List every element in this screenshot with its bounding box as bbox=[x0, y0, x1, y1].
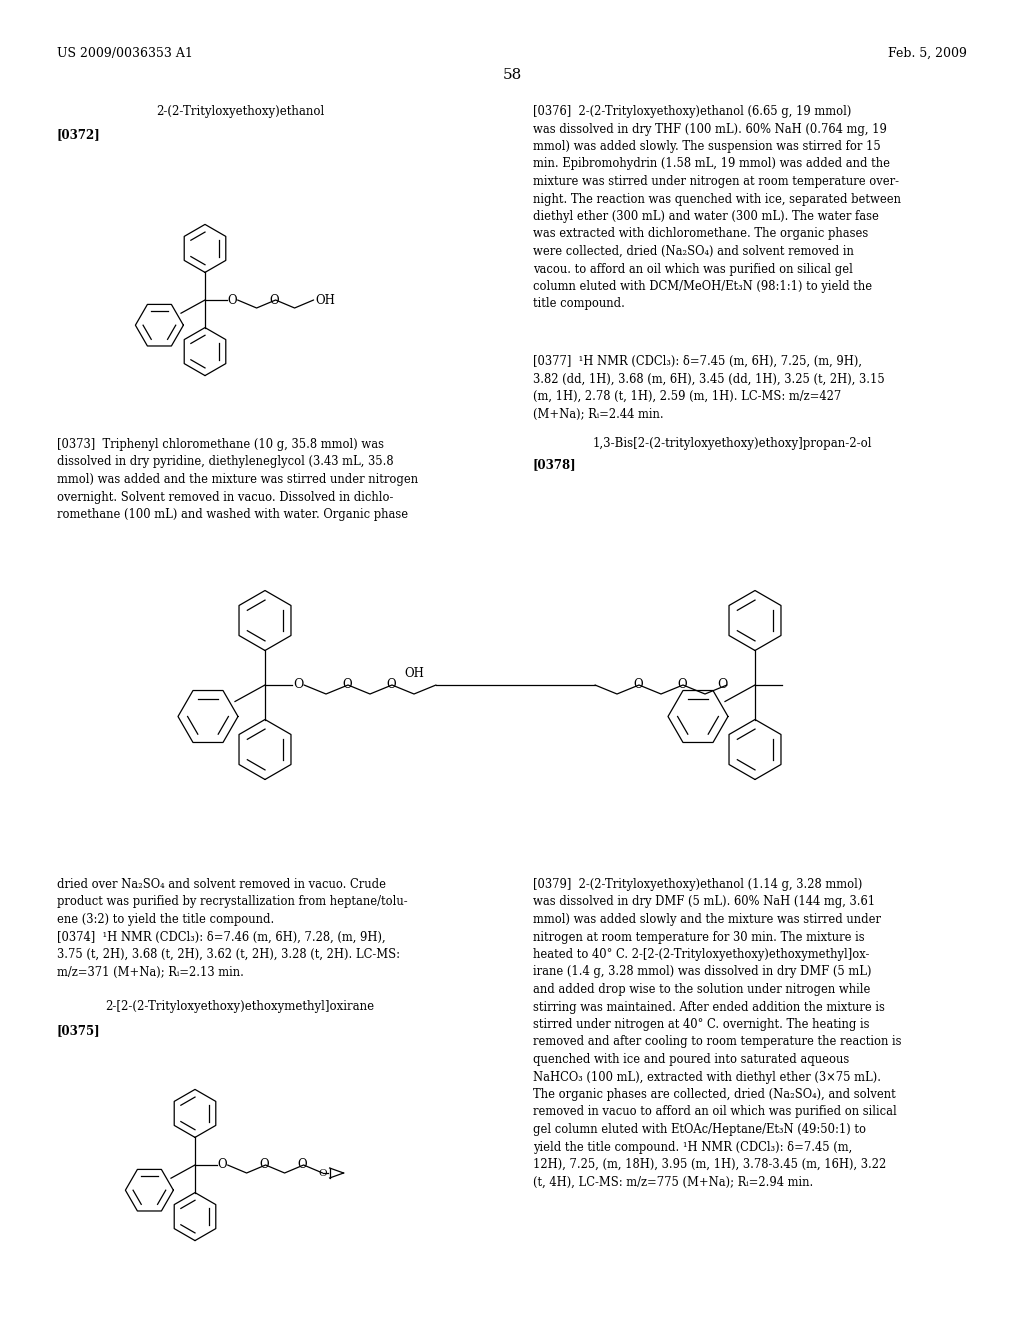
Text: [0376]  2-(2-Trityloxyethoxy)ethanol (6.65 g, 19 mmol)
was dissolved in dry THF : [0376] 2-(2-Trityloxyethoxy)ethanol (6.6… bbox=[534, 106, 901, 310]
Text: O: O bbox=[677, 678, 687, 692]
Text: O: O bbox=[386, 678, 396, 692]
Text: 58: 58 bbox=[503, 69, 521, 82]
Text: [0379]  2-(2-Trityloxyethoxy)ethanol (1.14 g, 3.28 mmol)
was dissolved in dry DM: [0379] 2-(2-Trityloxyethoxy)ethanol (1.1… bbox=[534, 878, 901, 1188]
Text: O: O bbox=[318, 1168, 327, 1177]
Text: 2-[2-(2-Trityloxyethoxy)ethoxymethyl]oxirane: 2-[2-(2-Trityloxyethoxy)ethoxymethyl]oxi… bbox=[105, 1001, 375, 1012]
Text: dried over Na₂SO₄ and solvent removed in vacuo. Crude
product was purified by re: dried over Na₂SO₄ and solvent removed in… bbox=[57, 878, 408, 978]
Text: [0378]: [0378] bbox=[534, 458, 577, 471]
Text: [0373]  Triphenyl chloromethane (10 g, 35.8 mmol) was
dissolved in dry pyridine,: [0373] Triphenyl chloromethane (10 g, 35… bbox=[57, 438, 418, 521]
Text: O: O bbox=[633, 678, 643, 692]
Text: 1,3-Bis[2-(2-trityloxyethoxy)ethoxy]propan-2-ol: 1,3-Bis[2-(2-trityloxyethoxy)ethoxy]prop… bbox=[593, 437, 872, 450]
Text: O: O bbox=[717, 678, 727, 692]
Text: 2-(2-Trityloxyethoxy)ethanol: 2-(2-Trityloxyethoxy)ethanol bbox=[156, 106, 325, 117]
Text: O: O bbox=[293, 678, 303, 692]
Text: [0375]: [0375] bbox=[57, 1024, 100, 1038]
Text: O: O bbox=[227, 293, 238, 306]
Text: US 2009/0036353 A1: US 2009/0036353 A1 bbox=[57, 48, 193, 59]
Text: OH: OH bbox=[404, 667, 424, 680]
Text: OH: OH bbox=[315, 293, 336, 306]
Text: Feb. 5, 2009: Feb. 5, 2009 bbox=[888, 48, 967, 59]
Text: O: O bbox=[260, 1159, 269, 1172]
Text: O: O bbox=[269, 293, 280, 306]
Text: O: O bbox=[298, 1159, 307, 1172]
Text: [0372]: [0372] bbox=[57, 128, 100, 141]
Text: O: O bbox=[217, 1159, 227, 1172]
Text: [0377]  ¹H NMR (CDCl₃): δ=7.45 (m, 6H), 7.25, (m, 9H),
3.82 (dd, 1H), 3.68 (m, 6: [0377] ¹H NMR (CDCl₃): δ=7.45 (m, 6H), 7… bbox=[534, 355, 885, 421]
Text: O: O bbox=[342, 678, 352, 692]
